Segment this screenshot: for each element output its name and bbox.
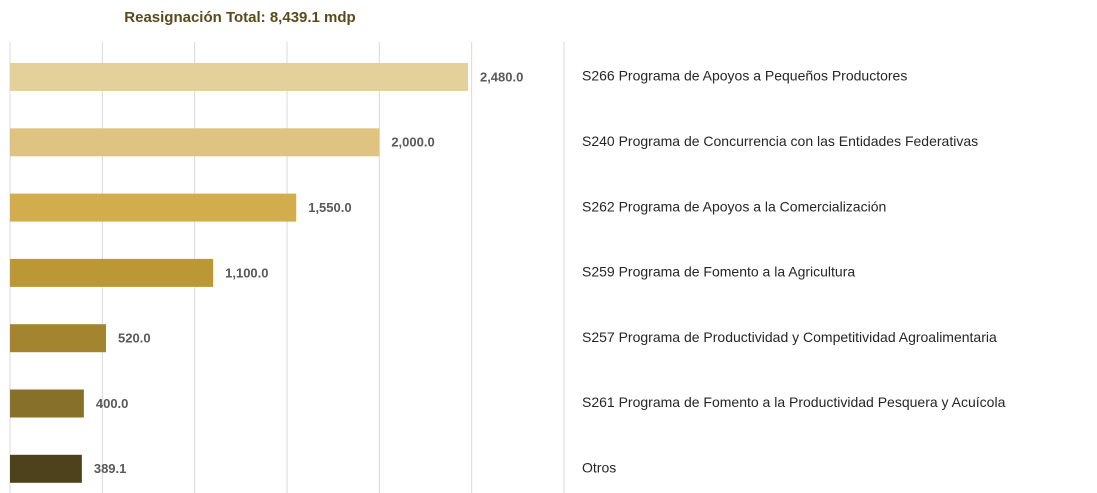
value-label: 1,100.0 — [225, 265, 268, 280]
category-label: Otros — [582, 460, 616, 476]
bar — [10, 128, 380, 157]
bar — [10, 258, 214, 287]
value-label: 520.0 — [118, 331, 151, 346]
category-label: S266 Programa de Apoyos a Pequeños Produ… — [582, 68, 907, 84]
value-label: 389.1 — [94, 461, 127, 476]
category-label: S261 Programa de Fomento a la Productivi… — [582, 394, 1006, 410]
bar — [10, 389, 84, 418]
value-label: 2,000.0 — [391, 135, 434, 150]
value-label: 2,480.0 — [480, 69, 523, 84]
bar — [10, 454, 82, 483]
category-label: S262 Programa de Apoyos a la Comercializ… — [582, 198, 886, 214]
value-label: 400.0 — [96, 396, 129, 411]
bar — [10, 63, 468, 91]
bar — [10, 324, 107, 353]
category-label: S257 Programa de Productividad y Competi… — [582, 329, 997, 345]
category-label: S259 Programa de Fomento a la Agricultur… — [582, 264, 855, 280]
bar — [10, 193, 297, 222]
value-label: 1,550.0 — [308, 200, 351, 215]
category-label: S240 Programa de Concurrencia con las En… — [582, 133, 978, 149]
chart-title: Reasignación Total: 8,439.1 mdp — [124, 9, 355, 26]
